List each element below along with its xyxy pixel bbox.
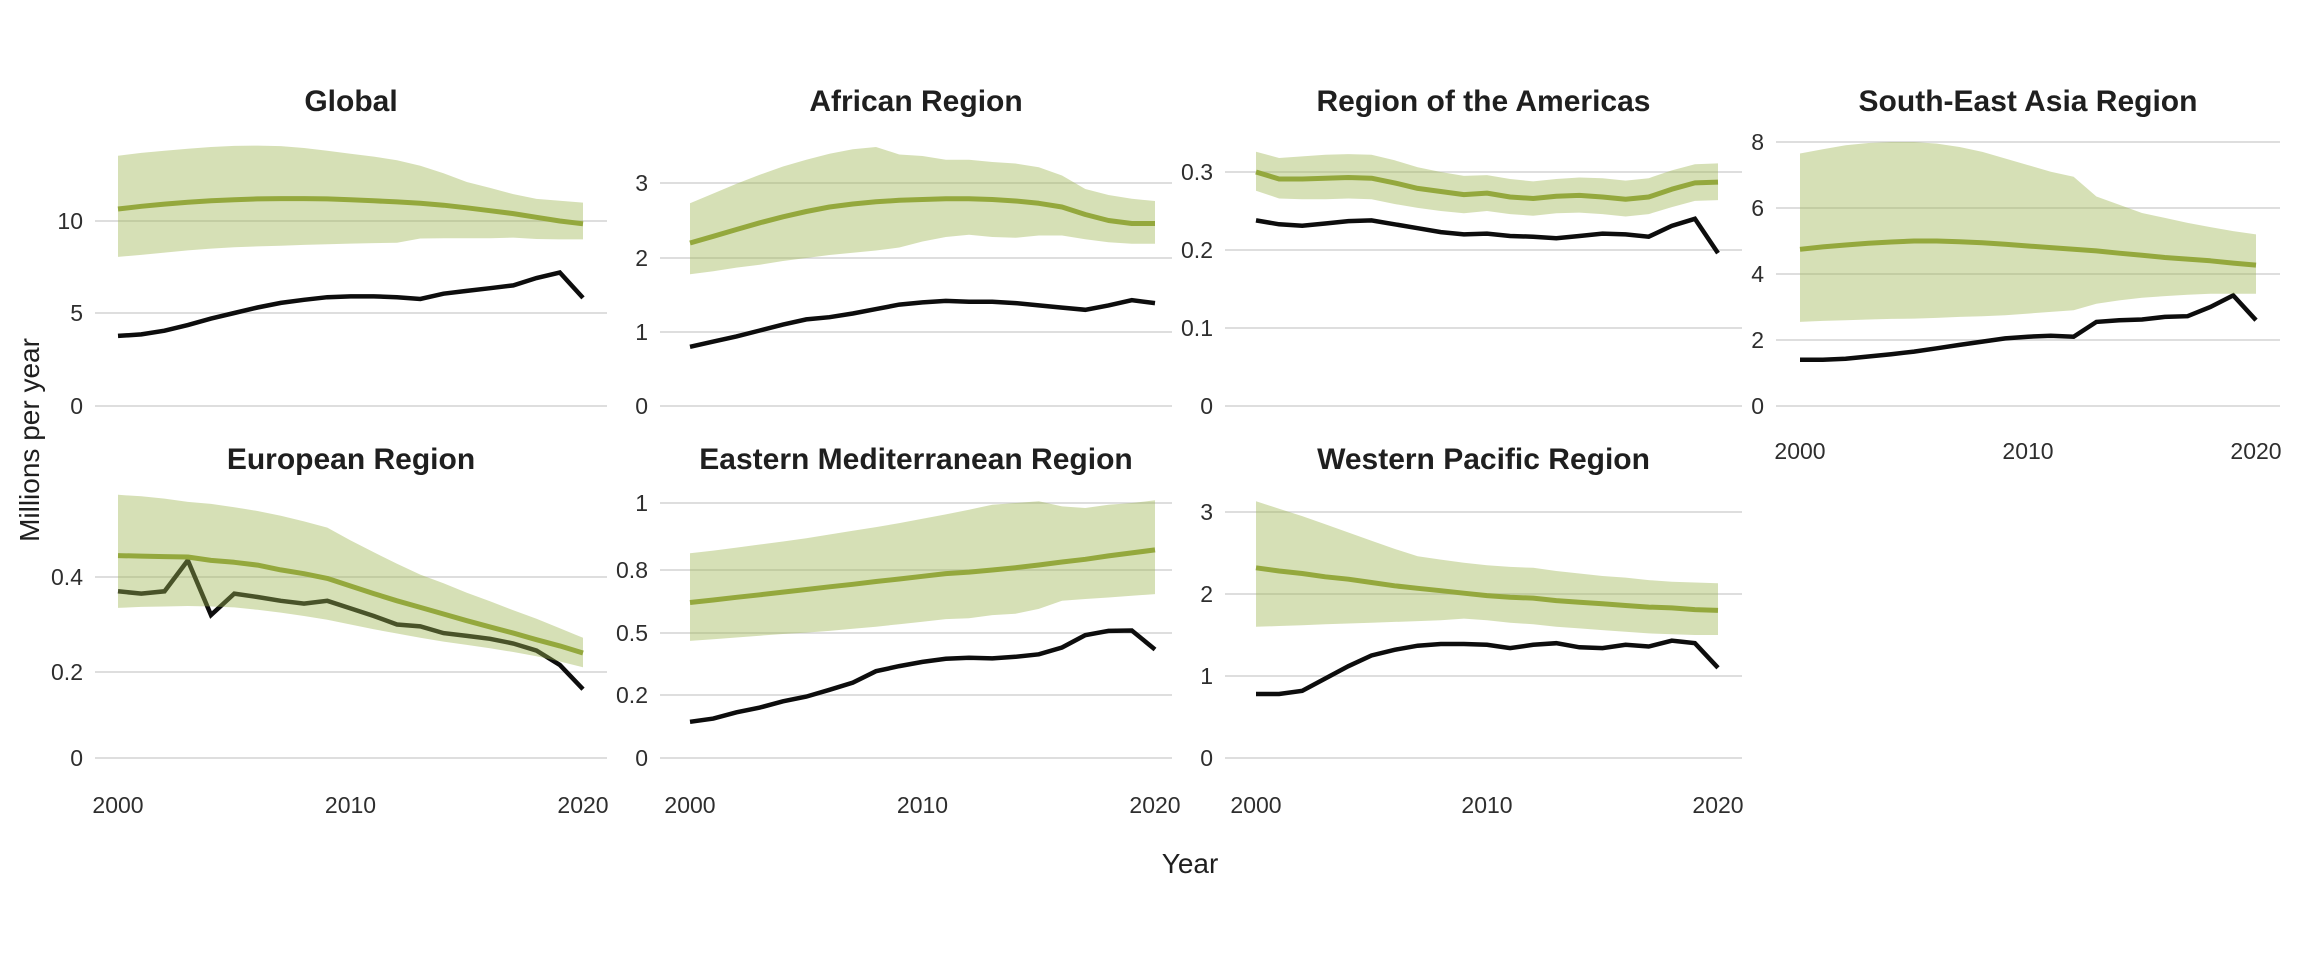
y-tick-label: 1 [1200, 663, 1213, 689]
y-tick-label: 10 [57, 208, 83, 234]
estimate-line [1255, 169, 1719, 202]
x-tick-label: 2010 [1461, 792, 1513, 818]
y-tick-label: 3 [1200, 499, 1213, 525]
panel-title-region-of-the-americas: Region of the Americas [1316, 85, 1651, 118]
x-tick-label: 2020 [1129, 792, 1181, 818]
panel-global [95, 145, 607, 407]
x-tick-label: 2010 [324, 792, 377, 818]
y-tick-label: 0 [1200, 745, 1213, 771]
x-tick-label: 2000 [664, 792, 716, 818]
panel-title-south-east-asia-region: South-East Asia Region [1858, 85, 2198, 118]
estimate-line [689, 547, 1156, 605]
uncertainty-band [118, 494, 583, 668]
y-tick-label: 0.5 [616, 620, 648, 646]
y-tick-label: 8 [1751, 129, 1764, 155]
estimate-line [689, 196, 1155, 246]
panel-region-of-the-americas [1225, 151, 1742, 407]
x-tick-label: 2000 [1230, 792, 1282, 818]
y-tick-label: 2 [1200, 581, 1213, 607]
y-tick-label: 0 [635, 745, 648, 771]
y-tick-label: 0.2 [616, 682, 648, 708]
y-tick-label: 4 [1751, 261, 1764, 287]
y-tick-label: 0.8 [616, 557, 648, 583]
y-tick-label: 1 [635, 319, 648, 345]
panel-title-global: Global [304, 85, 398, 118]
estimate-line [1799, 238, 2257, 268]
y-tick-label: 0 [70, 745, 83, 771]
estimate-line [117, 553, 584, 656]
panel-title-western-pacific-region: Western Pacific Region [1317, 443, 1650, 476]
y-tick-label: 6 [1751, 195, 1764, 221]
y-tick-label: 1 [635, 490, 648, 516]
x-tick-label: 2020 [557, 792, 609, 818]
y-tick-label: 0 [1751, 393, 1764, 419]
x-tick-label: 2000 [1774, 438, 1826, 464]
panel-south-east-asia-region [1776, 141, 2280, 407]
y-tick-label: 0 [70, 393, 83, 419]
reported-line [1800, 292, 2258, 363]
y-tick-label: 0 [635, 393, 648, 419]
reported-line [117, 555, 585, 691]
x-tick-label: 2020 [1692, 792, 1744, 818]
y-tick-label: 3 [635, 170, 648, 196]
y-tick-label: 0.1 [1181, 315, 1213, 341]
panel-title-eastern-mediterranean-region: Eastern Mediterranean Region [699, 443, 1133, 476]
y-tick-label: 0.2 [1181, 237, 1213, 263]
uncertainty-band [690, 147, 1155, 275]
estimate-line [117, 196, 584, 227]
x-axis-title: Year [1161, 848, 1219, 879]
uncertainty-band [1256, 501, 1718, 635]
panel-western-pacific-region [1225, 501, 1742, 759]
reported-line [689, 628, 1157, 725]
reported-line [117, 270, 585, 339]
y-tick-label: 2 [1751, 327, 1764, 353]
panel-title-african-region: African Region [809, 85, 1023, 118]
y-axis-title: Millions per year [14, 338, 45, 542]
x-tick-label: 2010 [896, 792, 949, 818]
x-tick-label: 2000 [92, 792, 144, 818]
uncertainty-band [690, 500, 1155, 641]
panel-title-european-region: European Region [226, 443, 476, 476]
panel-eastern-mediterranean-region [660, 500, 1172, 759]
panel-european-region [95, 494, 607, 759]
y-tick-label: 0.3 [1181, 159, 1213, 185]
y-tick-label: 5 [70, 300, 83, 326]
reported-line [689, 297, 1156, 349]
uncertainty-band [1800, 142, 2256, 322]
y-tick-label: 2 [635, 245, 648, 271]
y-tick-label: 0.2 [51, 659, 83, 685]
x-tick-label: 2010 [2002, 438, 2054, 464]
panel-african-region [660, 147, 1172, 407]
x-tick-label: 2020 [2230, 438, 2282, 464]
reported-line [1256, 638, 1720, 697]
y-tick-label: 0.4 [51, 564, 83, 590]
uncertainty-band [1256, 151, 1718, 217]
reported-line [1255, 216, 1720, 255]
estimate-line [1255, 565, 1719, 613]
y-tick-label: 0 [1200, 393, 1213, 419]
